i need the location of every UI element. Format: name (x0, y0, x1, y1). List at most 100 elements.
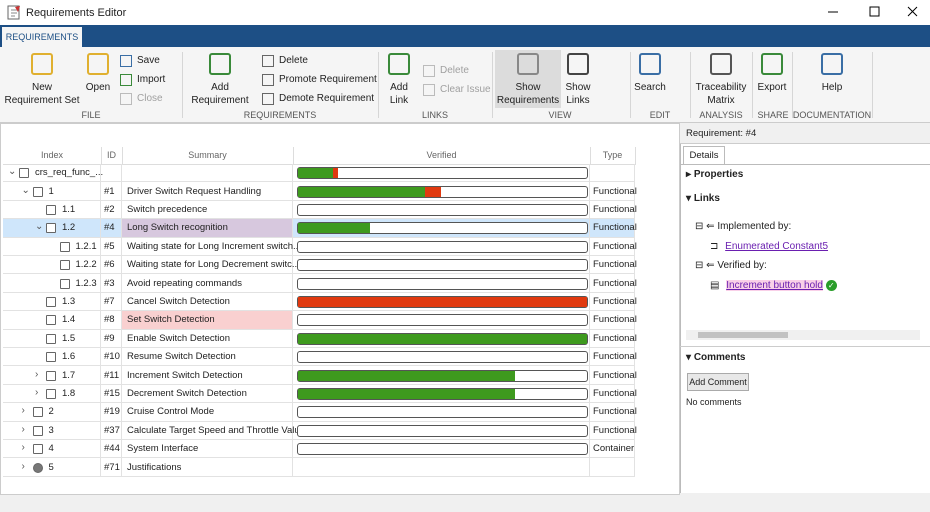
button-label[interactable]: Requirement Set (4, 95, 80, 106)
ribbon (0, 47, 930, 123)
expander[interactable]: ⌄ (21, 184, 30, 196)
button-label[interactable]: Links (566, 95, 590, 106)
details-pane (680, 123, 930, 493)
scroll-thumb[interactable] (698, 332, 788, 338)
index-text[interactable]: 2 (48, 406, 54, 418)
button-icon[interactable] (639, 53, 661, 75)
button-icon[interactable] (517, 53, 539, 75)
index-text[interactable]: 1.2 (62, 222, 76, 234)
properties-section[interactable]: ▸ Properties (686, 169, 744, 180)
button-label[interactable]: Demote Requirement (279, 93, 375, 104)
button-icon[interactable] (262, 55, 274, 67)
link-text[interactable]: Increment button hold (726, 280, 823, 291)
expander[interactable]: ⌄ (35, 221, 44, 233)
index-text[interactable]: 1.5 (62, 332, 76, 344)
button-label[interactable]: Traceability (695, 82, 747, 93)
button-icon[interactable] (821, 53, 843, 75)
index-text[interactable]: 1.6 (62, 351, 76, 363)
button-icon[interactable] (262, 74, 274, 86)
button-label[interactable]: Requirement (191, 95, 249, 106)
button-label[interactable]: Link (389, 95, 409, 106)
cell-border (3, 164, 101, 183)
index-text[interactable]: 5 (48, 461, 54, 473)
cell-border (590, 292, 635, 312)
button-label[interactable]: Delete (279, 55, 308, 66)
expander[interactable]: › (21, 460, 25, 472)
add-comment-button[interactable]: Add Comment (687, 373, 749, 391)
expander[interactable]: › (35, 387, 39, 398)
button-icon[interactable] (31, 53, 53, 75)
failed-segment (332, 168, 339, 179)
tree-node[interactable]: ⊟ ⇐ Implemented by: (695, 221, 792, 232)
button-label[interactable]: Requirements (496, 95, 560, 106)
button-label[interactable]: Help (821, 82, 843, 93)
expander[interactable]: › (21, 442, 25, 454)
button-icon[interactable] (423, 84, 435, 96)
cell-border (293, 256, 590, 275)
button-label[interactable]: Search (634, 82, 666, 93)
button-label[interactable]: Clear Issue (440, 84, 491, 95)
index-text[interactable]: 1.2.3 (75, 277, 97, 289)
cell-border (101, 274, 122, 293)
button-label[interactable]: Promote Requirement (279, 74, 377, 85)
index-text[interactable]: 1.3 (62, 296, 76, 307)
button-label[interactable]: Import (137, 74, 166, 85)
button-icon[interactable] (120, 55, 132, 67)
cell-border (293, 366, 590, 385)
index-text[interactable]: 1.4 (62, 314, 76, 326)
button-label[interactable]: Save (137, 55, 160, 66)
index-text[interactable]: 4 (48, 443, 54, 455)
index-text[interactable]: 1.8 (62, 388, 76, 399)
button-label[interactable]: Export (757, 82, 787, 93)
link-item[interactable]: ▤ Increment button hold ✓ (710, 280, 837, 291)
button-icon[interactable] (710, 53, 732, 75)
button-icon[interactable] (423, 65, 435, 77)
button-label[interactable]: New (31, 82, 53, 93)
button-icon[interactable] (209, 53, 231, 75)
cell-border (590, 403, 635, 422)
expander[interactable]: › (21, 423, 25, 435)
index-text[interactable]: crs_req_func_... (35, 167, 104, 179)
cell-border (122, 237, 293, 256)
button-icon[interactable] (388, 53, 410, 75)
button-icon[interactable] (761, 53, 783, 75)
button-icon[interactable] (262, 93, 274, 105)
tree-node[interactable]: ⊟ ⇐ Verified by: (695, 260, 767, 271)
summary-text: Long Switch recognition (127, 222, 228, 234)
index-text[interactable]: 1.1 (62, 204, 76, 215)
id-text: #1 (104, 185, 115, 197)
button-label[interactable]: Add (390, 82, 408, 93)
button-label[interactable]: Show (515, 82, 541, 93)
row-icon (46, 223, 56, 234)
button-label[interactable]: Add (211, 82, 229, 93)
cell-border (590, 329, 635, 348)
button-label[interactable]: Matrix (707, 95, 735, 106)
index-text[interactable]: 1.7 (62, 369, 76, 381)
group-label: EDIT (649, 110, 671, 120)
button-icon[interactable] (567, 53, 589, 75)
index-text[interactable]: 1.2.2 (75, 259, 97, 271)
scrollbar[interactable] (686, 330, 920, 340)
button-icon[interactable] (120, 93, 132, 105)
details-tab[interactable]: Details (683, 146, 725, 164)
index-text[interactable]: 3 (48, 424, 54, 436)
button-label[interactable]: Show (565, 82, 591, 93)
index-text[interactable]: 1 (48, 185, 54, 197)
links-section[interactable]: ▾ Links (686, 193, 720, 204)
expander[interactable]: › (21, 405, 25, 417)
expander[interactable]: ⌄ (8, 166, 17, 178)
button-icon[interactable] (87, 53, 109, 75)
button-label[interactable]: Delete (440, 65, 469, 76)
expander[interactable]: › (35, 368, 39, 380)
link-text[interactable]: Enumerated Constant5 (725, 241, 829, 252)
ribbon-tab[interactable]: REQUIREMENTS (2, 27, 82, 47)
button-icon[interactable] (120, 74, 132, 86)
window-controls[interactable] (820, 2, 930, 22)
button-label[interactable]: Close (137, 93, 163, 104)
index-text[interactable]: 1.2.1 (75, 240, 97, 252)
cell-border (293, 200, 590, 220)
button-label[interactable]: Open (85, 82, 111, 93)
link-item[interactable]: ⊐ Enumerated Constant5 (710, 241, 829, 252)
cell-border (122, 366, 293, 385)
comments-section[interactable]: ▾ Comments (686, 352, 746, 363)
